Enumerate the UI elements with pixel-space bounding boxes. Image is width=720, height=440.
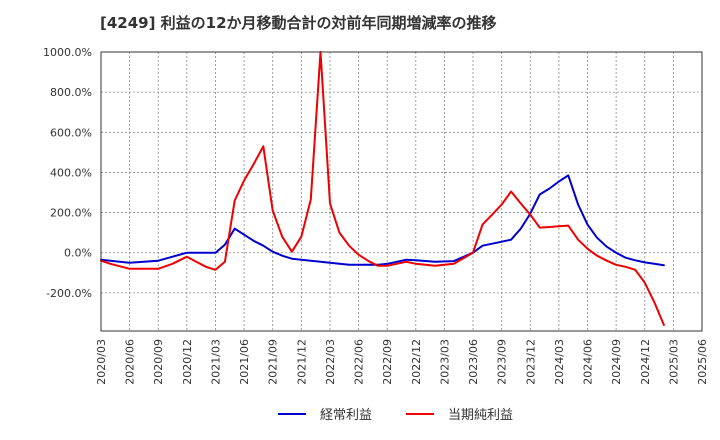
x-tick-label: 2024/12 [639,339,652,385]
x-tick-label: 2022/03 [324,339,337,385]
x-tick-label: 2024/06 [582,339,595,385]
y-tick-label: 800.0% [50,86,92,99]
x-tick-label: 2021/12 [295,339,308,385]
chart-title: [4249] 利益の12か月移動合計の対前年同期増減率の推移 [100,14,497,32]
y-tick-label: -200.0% [46,287,92,300]
series-line-junrieki [100,51,665,326]
x-tick-label: 2022/12 [410,339,423,385]
x-tick-label: 2023/06 [467,339,480,385]
x-tick-label: 2020/09 [152,339,165,385]
y-tick-label: 200.0% [50,207,92,220]
x-tick-label: 2023/09 [496,339,509,385]
x-tick-label: 2021/09 [267,339,280,385]
plot-frame [100,51,703,332]
x-tick-label: 2020/06 [124,339,137,385]
line-chart: 2020/03 2020/06 2020/09 2020/12 2021/03 2021/… [43,46,709,385]
x-tick-label: 2020/03 [95,339,108,385]
x-tick-label: 2023/03 [438,339,451,385]
legend-item-junrieki: 当期純利益 [406,404,513,423]
x-tick-label: 2021/03 [209,339,222,385]
x-tick-label: 2023/12 [524,339,537,385]
legend-item-keijo-rieki: 経常利益 [278,404,372,423]
legend-label-keijo-rieki: 経常利益 [320,408,373,423]
plot-area [101,52,702,331]
series-line-keijo-rieki [100,174,665,267]
x-tick-label: 2025/06 [696,339,709,385]
x-tick-label: 2020/12 [181,339,194,385]
x-tick-label: 2024/09 [610,339,623,385]
legend-swatch-junrieki [406,412,434,415]
y-tick-label: 0.0% [64,247,92,260]
legend-swatch-keijo-rieki [278,412,306,415]
y-tick-label: 600.0% [50,126,92,139]
x-tick-label: 2025/03 [667,339,680,385]
y-tick-label: 1000.0% [43,46,92,59]
x-tick-label: 2022/06 [353,339,366,385]
x-tick-label: 2024/03 [553,339,566,385]
chart-legend: 経常利益 当期純利益 [0,404,720,428]
x-tick-label: 2022/09 [381,339,394,385]
legend-label-junrieki: 当期純利益 [448,408,514,423]
y-tick-label: 400.0% [50,166,92,179]
x-tick-label: 2021/06 [238,339,251,385]
